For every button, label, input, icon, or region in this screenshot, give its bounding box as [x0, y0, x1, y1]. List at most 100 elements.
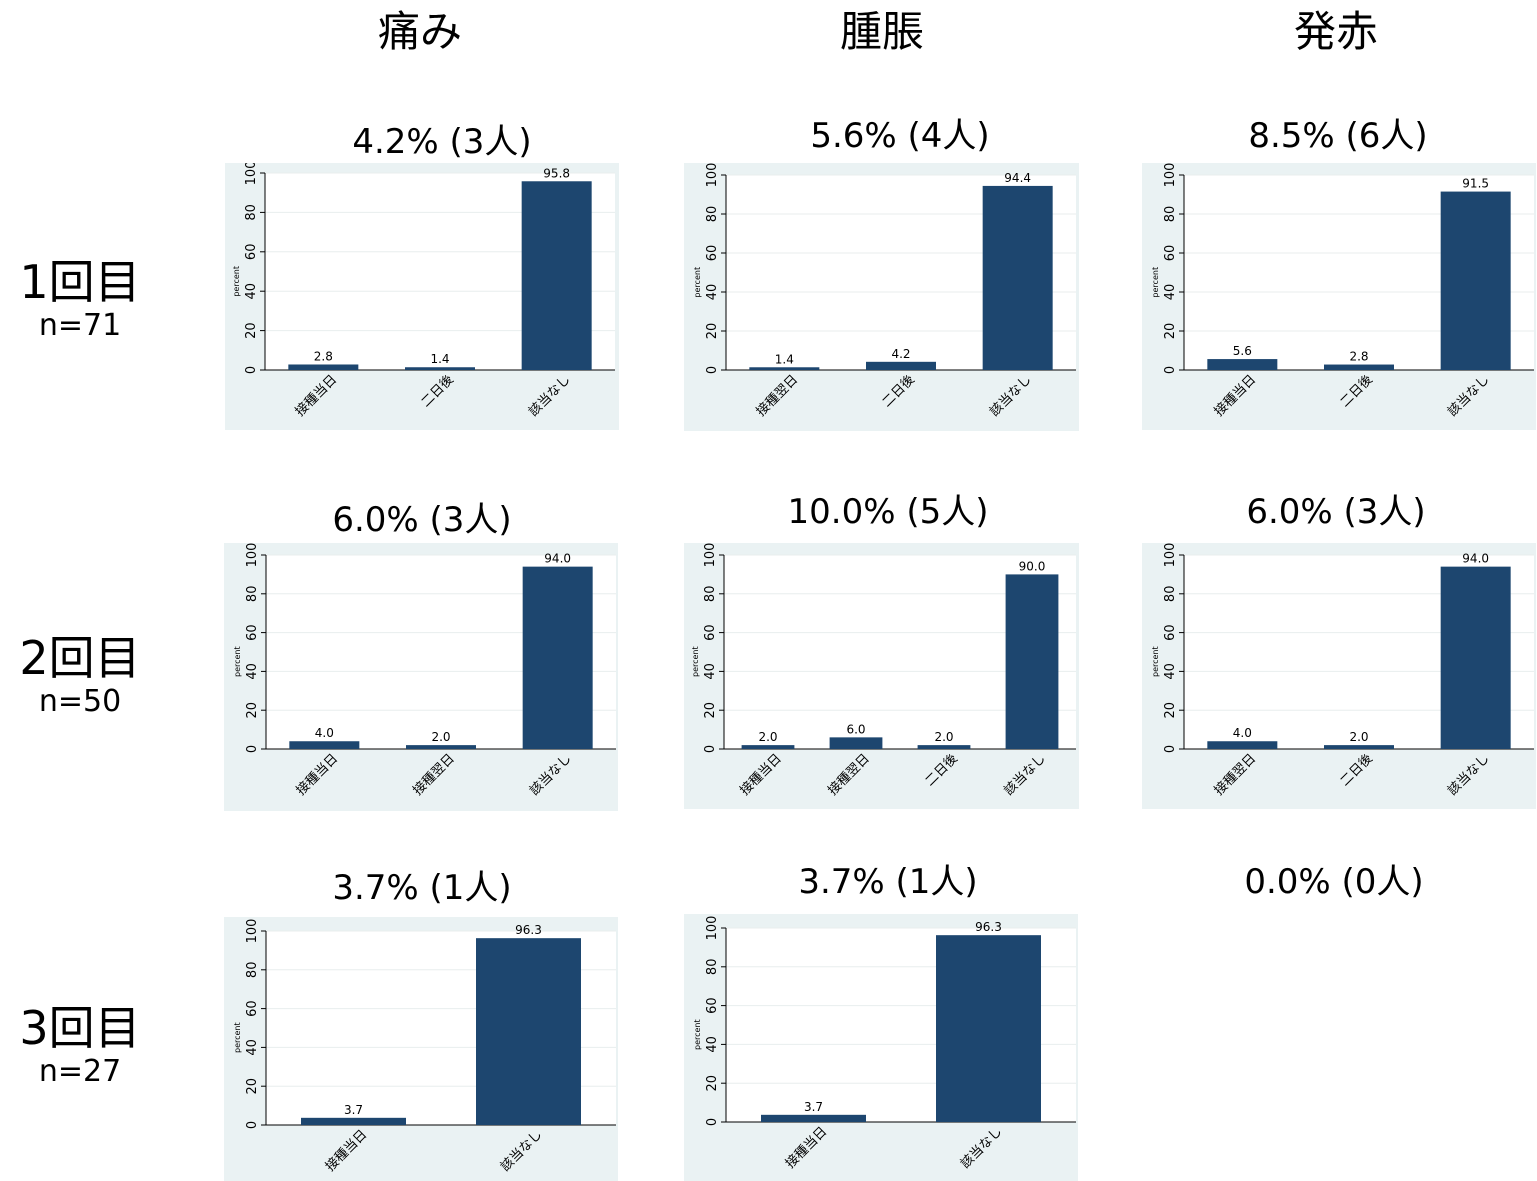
bar — [288, 364, 359, 370]
bar-value-label: 1.4 — [775, 352, 794, 366]
sample-size: n=71 — [38, 308, 122, 343]
sample-size: n=50 — [38, 684, 122, 719]
y-tick-label: 40 — [244, 283, 259, 300]
row-header-dose-3: 3回目 n=27 — [0, 1002, 160, 1090]
bar-chart-r3c2: 0 20 40 60 80 100 percent 3.7 接種当日 96.3 該当なし — [693, 916, 1076, 1172]
bar — [1207, 359, 1278, 370]
y-tick-label: 60 — [244, 244, 259, 261]
y-axis-label: percent — [1151, 646, 1160, 677]
bar — [521, 181, 592, 370]
bar-value-label: 5.6 — [1233, 344, 1252, 358]
bar — [406, 745, 476, 749]
rate-r3c2: 3.7% (1人) — [798, 862, 978, 902]
bar-value-label: 96.3 — [975, 920, 1002, 934]
bar-chart-r1c2: 0 20 40 60 80 100 percent 1.4 接種翌日 4.2 二日後 94.4 該当なし — [693, 163, 1076, 420]
bar — [1324, 364, 1394, 370]
x-tick-label: 二日後 — [923, 751, 961, 789]
y-tick-label: 100 — [1163, 163, 1178, 187]
bar — [289, 741, 360, 749]
bar-value-label: 95.8 — [543, 166, 570, 180]
bar — [761, 1114, 866, 1122]
bar-value-label: 2.0 — [758, 730, 777, 744]
sample-size: n=27 — [38, 1054, 122, 1089]
chart-panel-r2c3: 0 20 40 60 80 100 percent 4.0 接種翌日 2.0 二日後 94.0 該当なし — [1142, 543, 1536, 809]
y-axis-label: percent — [232, 266, 241, 297]
column-header-swelling: 腫脹 — [839, 7, 924, 56]
bar-value-label: 96.3 — [515, 923, 542, 937]
bar — [866, 361, 936, 370]
y-tick-label: 60 — [245, 624, 260, 641]
bar-chart-r3c1: 0 20 40 60 80 100 percent 3.7 接種当日 96.3 該当なし — [233, 919, 616, 1175]
y-tick-label: 0 — [705, 1118, 720, 1126]
y-tick-label: 40 — [703, 663, 718, 680]
bar — [829, 737, 883, 749]
y-tick-label: 60 — [703, 624, 718, 641]
rate-r2c2: 10.0% (5人) — [787, 492, 989, 532]
rate-r1c2: 5.6% (4人) — [810, 116, 990, 156]
bar-value-label: 4.0 — [1233, 726, 1252, 740]
x-tick-label: 二日後 — [1338, 372, 1376, 410]
bar-chart-r2c1: 0 20 40 60 80 100 percent 4.0 接種当日 2.0 接種翌日 94.0 該当な… — [233, 543, 616, 799]
y-tick-label: 80 — [705, 206, 720, 223]
y-tick-label: 40 — [245, 663, 260, 680]
x-tick-label: 接種翌日 — [753, 372, 801, 420]
y-tick-label: 0 — [245, 1121, 260, 1129]
bar-chart-r2c2: 0 20 40 60 80 100 percent 2.0 接種当日 6.0 接種翌日 2.0 二日後 9… — [691, 543, 1076, 799]
y-tick-label: 0 — [703, 745, 718, 753]
y-tick-label: 60 — [1163, 624, 1178, 641]
x-tick-label: 該当なし — [957, 1124, 1005, 1172]
bar-value-label: 2.0 — [934, 730, 953, 744]
chart-panel-r3c1: 0 20 40 60 80 100 percent 3.7 接種当日 96.3 該当なし — [224, 917, 618, 1181]
rate-r3c1: 3.7% (1人) — [332, 868, 512, 908]
chart-panel-r3c2: 0 20 40 60 80 100 percent 3.7 接種当日 96.3 該当なし — [684, 914, 1078, 1181]
bar — [741, 745, 795, 749]
y-tick-label: 40 — [705, 284, 720, 301]
y-tick-label: 40 — [1163, 284, 1178, 301]
y-axis-label: percent — [693, 267, 702, 298]
x-tick-label: 二日後 — [419, 372, 457, 410]
x-tick-label: 該当なし — [497, 1127, 545, 1175]
y-axis-label: percent — [693, 1019, 702, 1050]
bar — [982, 185, 1053, 370]
x-tick-label: 接種翌日 — [1211, 751, 1259, 799]
bar-value-label: 2.8 — [314, 349, 333, 363]
y-tick-label: 0 — [245, 745, 260, 753]
y-tick-label: 20 — [245, 702, 260, 719]
y-tick-label: 80 — [1163, 586, 1178, 603]
bar-value-label: 2.0 — [431, 730, 450, 744]
dose-label: 1回目 — [19, 255, 141, 309]
y-tick-label: 100 — [245, 543, 260, 567]
x-tick-label: 該当なし — [1001, 751, 1049, 799]
row-header-dose-1: 1回目 n=71 — [0, 256, 160, 344]
y-tick-label: 20 — [1163, 323, 1178, 340]
x-tick-label: 接種当日 — [322, 1127, 370, 1175]
bar-value-label: 4.2 — [891, 347, 910, 361]
x-tick-label: 該当なし — [1444, 372, 1492, 420]
bar — [936, 935, 1041, 1122]
bar-value-label: 2.0 — [1349, 730, 1368, 744]
y-tick-label: 80 — [244, 204, 259, 221]
y-tick-label: 100 — [705, 163, 720, 187]
y-tick-label: 100 — [245, 919, 260, 944]
y-tick-label: 80 — [705, 959, 720, 976]
y-tick-label: 40 — [1163, 663, 1178, 680]
bar-value-label: 90.0 — [1019, 559, 1046, 573]
bar-chart-r2c3: 0 20 40 60 80 100 percent 4.0 接種翌日 2.0 二日後 94.0 該当なし — [1151, 543, 1534, 799]
y-axis-label: percent — [1151, 267, 1160, 298]
y-tick-label: 100 — [703, 543, 718, 567]
rate-r3c3: 0.0% (0人) — [1244, 862, 1424, 902]
y-tick-label: 60 — [705, 997, 720, 1014]
y-tick-label: 20 — [705, 323, 720, 340]
y-tick-label: 0 — [1163, 745, 1178, 753]
y-tick-label: 20 — [705, 1075, 720, 1092]
bar — [522, 566, 593, 749]
x-tick-label: 接種当日 — [737, 751, 785, 799]
x-tick-label: 接種当日 — [782, 1124, 830, 1172]
x-tick-label: 接種翌日 — [410, 751, 458, 799]
bar — [1005, 574, 1059, 749]
y-tick-label: 100 — [705, 916, 720, 941]
bar — [405, 367, 475, 370]
bar — [1207, 741, 1278, 749]
chart-panel-r2c1: 0 20 40 60 80 100 percent 4.0 接種当日 2.0 接種翌日 94.0 該当な… — [224, 543, 618, 811]
bar — [1440, 191, 1511, 370]
